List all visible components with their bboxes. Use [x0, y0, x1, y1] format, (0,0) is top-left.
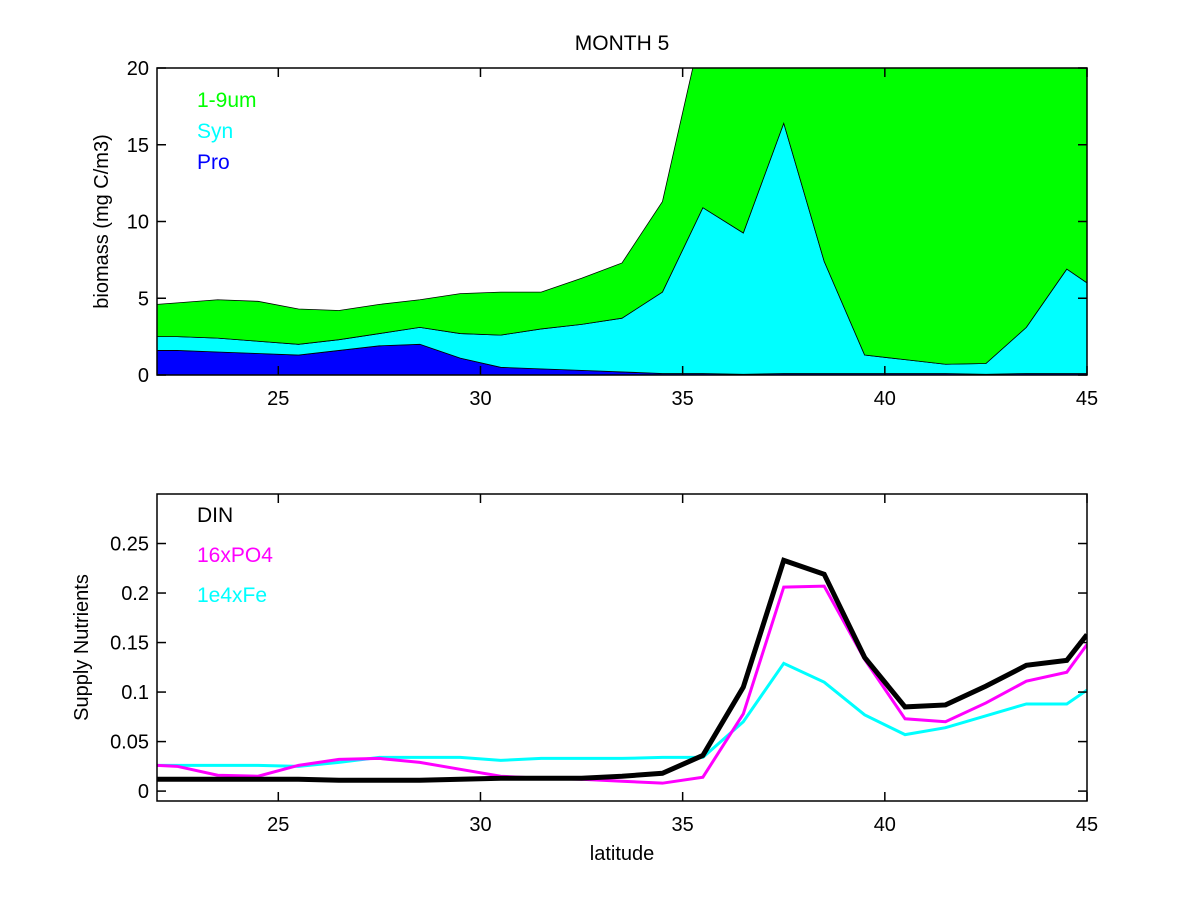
top-y-tick-label: 10 — [127, 212, 149, 234]
top-y-tick-label: 20 — [127, 58, 149, 80]
bottom-x-tick-label: 40 — [874, 814, 896, 836]
bottom-y-tick-label: 0.15 — [110, 633, 149, 655]
nutrients-panel: 25 30 35 40 45 0 0.05 0.1 0.15 0.2 0.25 latitude S… — [71, 493, 1098, 865]
bottom-x-tick-label: 45 — [1076, 814, 1098, 836]
legend-syn: Syn — [197, 120, 233, 143]
top-ticks: 25 30 35 40 45 0 5 10 15 20 — [127, 58, 1098, 410]
line-din — [157, 557, 1087, 783]
bottom-axes-frame — [156, 493, 1088, 802]
top-x-tick-label: 25 — [267, 388, 289, 410]
top-y-tick-label: 15 — [127, 135, 149, 157]
bottom-y-tick-label: 0 — [138, 781, 149, 803]
legend-1e4xfe: 1e4xFe — [197, 584, 267, 607]
top-x-tick-label: 30 — [469, 388, 491, 410]
bottom-y-tick-label: 0.2 — [121, 583, 149, 605]
x-axis-label: latitude — [590, 843, 655, 865]
bottom-legend: DIN 16xPO4 1e4xFe — [197, 504, 273, 607]
area-1-9um — [157, 68, 1087, 365]
nutrient-lines — [157, 557, 1087, 785]
legend-1-9um: 1-9um — [197, 89, 257, 112]
bottom-ticks: 25 30 35 40 45 0 0.05 0.1 0.15 0.2 0.25 — [110, 494, 1098, 836]
legend-16xpo4: 16xPO4 — [197, 544, 273, 567]
bottom-x-tick-label: 35 — [672, 814, 694, 836]
bottom-y-tick-label: 0.25 — [110, 534, 149, 556]
top-x-tick-label: 35 — [672, 388, 694, 410]
chart-title: MONTH 5 — [575, 32, 670, 55]
bottom-x-tick-label: 30 — [469, 814, 491, 836]
line-1e4xfe — [157, 661, 1087, 768]
top-y-tick-label: 5 — [138, 288, 149, 310]
top-x-tick-label: 45 — [1076, 388, 1098, 410]
legend-pro: Pro — [197, 151, 230, 174]
top-y-axis-label: biomass (mg C/m3) — [91, 134, 113, 308]
legend-din: DIN — [197, 504, 233, 527]
top-y-tick-label: 0 — [138, 365, 149, 387]
bottom-y-tick-label: 0.1 — [121, 682, 149, 704]
top-x-tick-label: 40 — [874, 388, 896, 410]
biomass-panel: 25 30 35 40 45 0 5 10 15 20 MONTH 5 biomass (mg C… — [91, 32, 1098, 410]
biomass-areas — [157, 68, 1087, 375]
line-16xpo4 — [157, 584, 1087, 785]
top-legend: 1-9um Syn Pro — [197, 89, 257, 174]
bottom-y-tick-label: 0.05 — [110, 732, 149, 754]
bottom-x-tick-label: 25 — [267, 814, 289, 836]
bottom-y-axis-label: Supply Nutrients — [71, 574, 93, 721]
